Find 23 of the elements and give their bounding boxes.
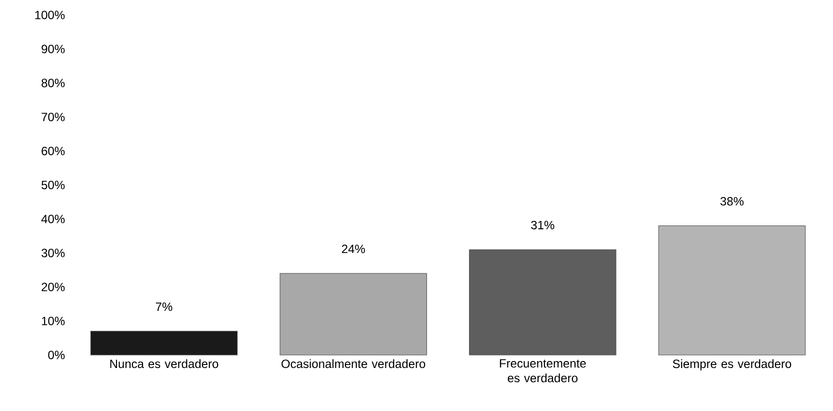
- bar: [469, 249, 616, 356]
- bar: [90, 330, 238, 356]
- data-label: 7%: [156, 302, 172, 311]
- x-tick-label: Ocasionalmente verdadero: [282, 359, 426, 368]
- y-tick-label: 50%: [42, 180, 65, 190]
- bar: [658, 226, 806, 356]
- x-tick-label: Frecuentemente es verdadero: [500, 359, 586, 382]
- y-tick-label: 0%: [48, 350, 65, 360]
- y-tick-label: 30%: [42, 248, 65, 258]
- y-tick-label: 100%: [35, 10, 65, 20]
- y-tick-label: 90%: [42, 44, 65, 54]
- y-tick-label: 70%: [42, 112, 65, 122]
- data-label: 31%: [531, 220, 554, 230]
- y-tick-label: 40%: [41, 214, 65, 224]
- y-tick-label: 20%: [42, 282, 65, 292]
- y-tick-label: 60%: [42, 146, 65, 156]
- data-label: 24%: [342, 244, 365, 254]
- x-tick-label: Nunca es verdadero: [110, 359, 218, 368]
- x-tick-label: Siempre es verdadero: [672, 359, 792, 370]
- data-label: 38%: [720, 197, 744, 206]
- y-tick-label: 80%: [42, 78, 65, 88]
- bar: [280, 273, 427, 356]
- y-tick-label: 10%: [42, 316, 65, 326]
